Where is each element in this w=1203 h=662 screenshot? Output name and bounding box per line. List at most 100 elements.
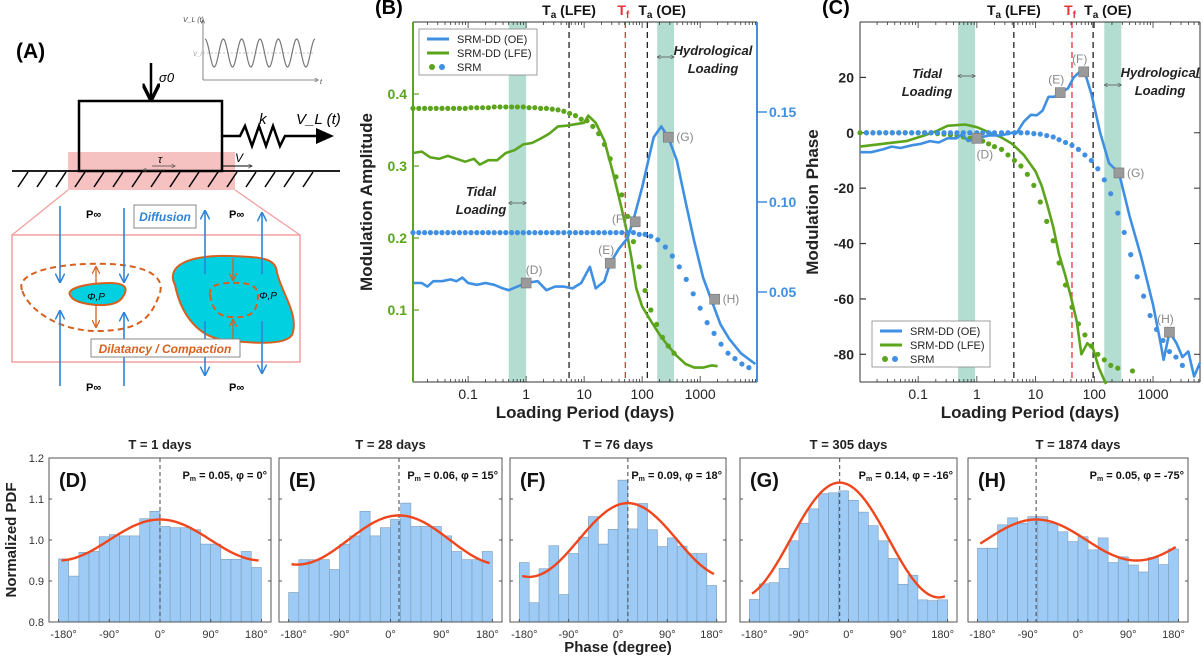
series-point-srm-oe bbox=[928, 130, 934, 136]
series-point-srm-lfe bbox=[1069, 304, 1075, 310]
series-point-srm-oe bbox=[718, 341, 724, 347]
period-marker-label: (D) bbox=[526, 263, 543, 277]
histogram-bar bbox=[380, 527, 391, 623]
series-point-srm-lfe bbox=[1005, 152, 1011, 158]
histogram-bar bbox=[667, 537, 678, 623]
series-point-srm-lfe bbox=[642, 287, 648, 294]
legend: SRM-DD (OE) SRM-DD (LFE) SRM bbox=[871, 320, 991, 368]
series-point-srm-lfe bbox=[1018, 163, 1024, 169]
histogram-bar bbox=[58, 558, 70, 623]
series-point-srm-lfe bbox=[1011, 157, 1018, 164]
series-point-srm-lfe bbox=[514, 104, 521, 110]
panel-label-a: (A) bbox=[16, 40, 45, 63]
histogram-bar bbox=[1117, 556, 1129, 623]
series-point-srm-lfe bbox=[1031, 182, 1037, 188]
series-point-srm-lfe bbox=[532, 105, 538, 111]
fluid-flow-arrows bbox=[60, 206, 262, 386]
series-point-srm-lfe bbox=[1095, 351, 1101, 357]
series-point-srm-oe bbox=[451, 230, 457, 236]
histogram-bar bbox=[288, 592, 300, 623]
x-tick-label: 100 bbox=[630, 386, 654, 402]
series-point-srm-lfe bbox=[422, 105, 428, 111]
x-tick-label: 180° bbox=[931, 629, 954, 641]
pore-large bbox=[172, 254, 295, 344]
histogram-panel-g: T = 305 days -180° -90° 0° 90° 180° (G) Pm = 0.… bbox=[739, 437, 958, 641]
histogram-bar bbox=[461, 559, 473, 623]
far-pressure-label: P∞ bbox=[86, 209, 101, 221]
period-marker-label: Ta (LFE) bbox=[542, 2, 596, 21]
zoom-line-right bbox=[234, 189, 301, 236]
fit-annotation: Pm = 0.05, φ = -75° bbox=[1090, 470, 1184, 483]
series-point-srm-oe bbox=[497, 230, 503, 236]
histogram-bar bbox=[250, 567, 262, 623]
series-point-srm-lfe bbox=[468, 105, 474, 111]
series-point-srm-oe bbox=[520, 230, 526, 236]
x-tick-label: 0° bbox=[613, 629, 624, 641]
fit-annotation: Pm = 0.09, φ = 18° bbox=[631, 470, 722, 483]
series-point-srm-oe bbox=[468, 230, 474, 236]
series-point-srm-lfe bbox=[590, 123, 596, 129]
histogram-bar bbox=[937, 599, 948, 623]
histogram-bar bbox=[230, 558, 242, 623]
histogram-bar bbox=[329, 569, 340, 623]
series-point-srm-oe bbox=[1141, 293, 1147, 299]
histogram-bar bbox=[1148, 557, 1159, 623]
x-tick-label: 1 bbox=[973, 386, 981, 402]
series-point-srm-oe bbox=[1121, 229, 1127, 236]
y-tick-label: -60 bbox=[834, 291, 854, 307]
series-line-srm-dd-lfe bbox=[412, 114, 718, 369]
period-marker-label: (G) bbox=[676, 130, 693, 144]
series-point-srm-lfe bbox=[1037, 199, 1043, 205]
series-point-srm-oe bbox=[1056, 137, 1062, 143]
series-point-srm-oe bbox=[902, 130, 908, 136]
series-point-srm-oe bbox=[986, 130, 992, 136]
y-axis-title: Modulation Amplitude bbox=[357, 113, 376, 291]
y-tick-label: 0.8 bbox=[29, 617, 44, 629]
histogram-bar bbox=[647, 529, 658, 623]
x-tick-label: 90° bbox=[433, 629, 450, 641]
histogram-bar bbox=[568, 553, 579, 623]
histogram-bar bbox=[977, 547, 988, 623]
annotation-hydro: Loading bbox=[1135, 83, 1186, 98]
histogram-bar bbox=[927, 600, 939, 623]
period-marker-square bbox=[1054, 87, 1066, 98]
series-point-srm-lfe bbox=[526, 105, 532, 111]
inset-x-label: t bbox=[320, 79, 323, 86]
y-tick-label: 0.2 bbox=[388, 230, 408, 246]
annotation-tidal: Loading bbox=[902, 84, 953, 99]
histogram-bar bbox=[1087, 549, 1099, 623]
series-point-srm-oe bbox=[1101, 177, 1107, 183]
series-point-srm-oe bbox=[1069, 142, 1075, 148]
ground-hatching bbox=[17, 171, 314, 188]
histogram-bar bbox=[308, 559, 320, 623]
series-point-srm-oe bbox=[445, 230, 451, 236]
series-point-srm-oe bbox=[630, 230, 637, 236]
histogram-bar bbox=[88, 551, 100, 623]
histogram-bar bbox=[558, 594, 569, 623]
histogram-bar bbox=[1077, 536, 1089, 623]
series-point-srm-oe bbox=[613, 230, 619, 236]
period-marker-label: (F) bbox=[1072, 52, 1087, 66]
series-point-srm-lfe bbox=[601, 141, 608, 147]
compacted-pore-outline bbox=[208, 281, 259, 319]
period-marker-label: (E) bbox=[598, 243, 614, 257]
series-point-srm-oe bbox=[509, 230, 515, 236]
x-tick-label: -90° bbox=[1018, 629, 1038, 641]
histogram-bar bbox=[1017, 522, 1029, 623]
histogram-bar bbox=[430, 526, 442, 623]
annotation-hydro: Hydrological bbox=[674, 43, 753, 58]
spring-icon bbox=[222, 122, 320, 150]
series-point-srm-oe bbox=[725, 350, 731, 356]
series-point-srm-oe bbox=[526, 230, 532, 236]
histogram-bar bbox=[858, 511, 869, 623]
annotation-hydro: Loading bbox=[688, 61, 739, 76]
y-axis-title: Modulation Phase bbox=[803, 129, 822, 274]
period-marker-square bbox=[1164, 326, 1175, 338]
series-point-srm-oe bbox=[416, 230, 422, 236]
histogram-bar bbox=[471, 559, 483, 623]
legend-entry: SRM-DD (LFE) bbox=[457, 48, 532, 60]
y-tick-label: -20 bbox=[834, 180, 854, 196]
x-tick-label: -180° bbox=[511, 629, 537, 641]
x-tick-label: 0° bbox=[385, 629, 396, 641]
series-line-srm-dd-oe bbox=[413, 125, 757, 366]
